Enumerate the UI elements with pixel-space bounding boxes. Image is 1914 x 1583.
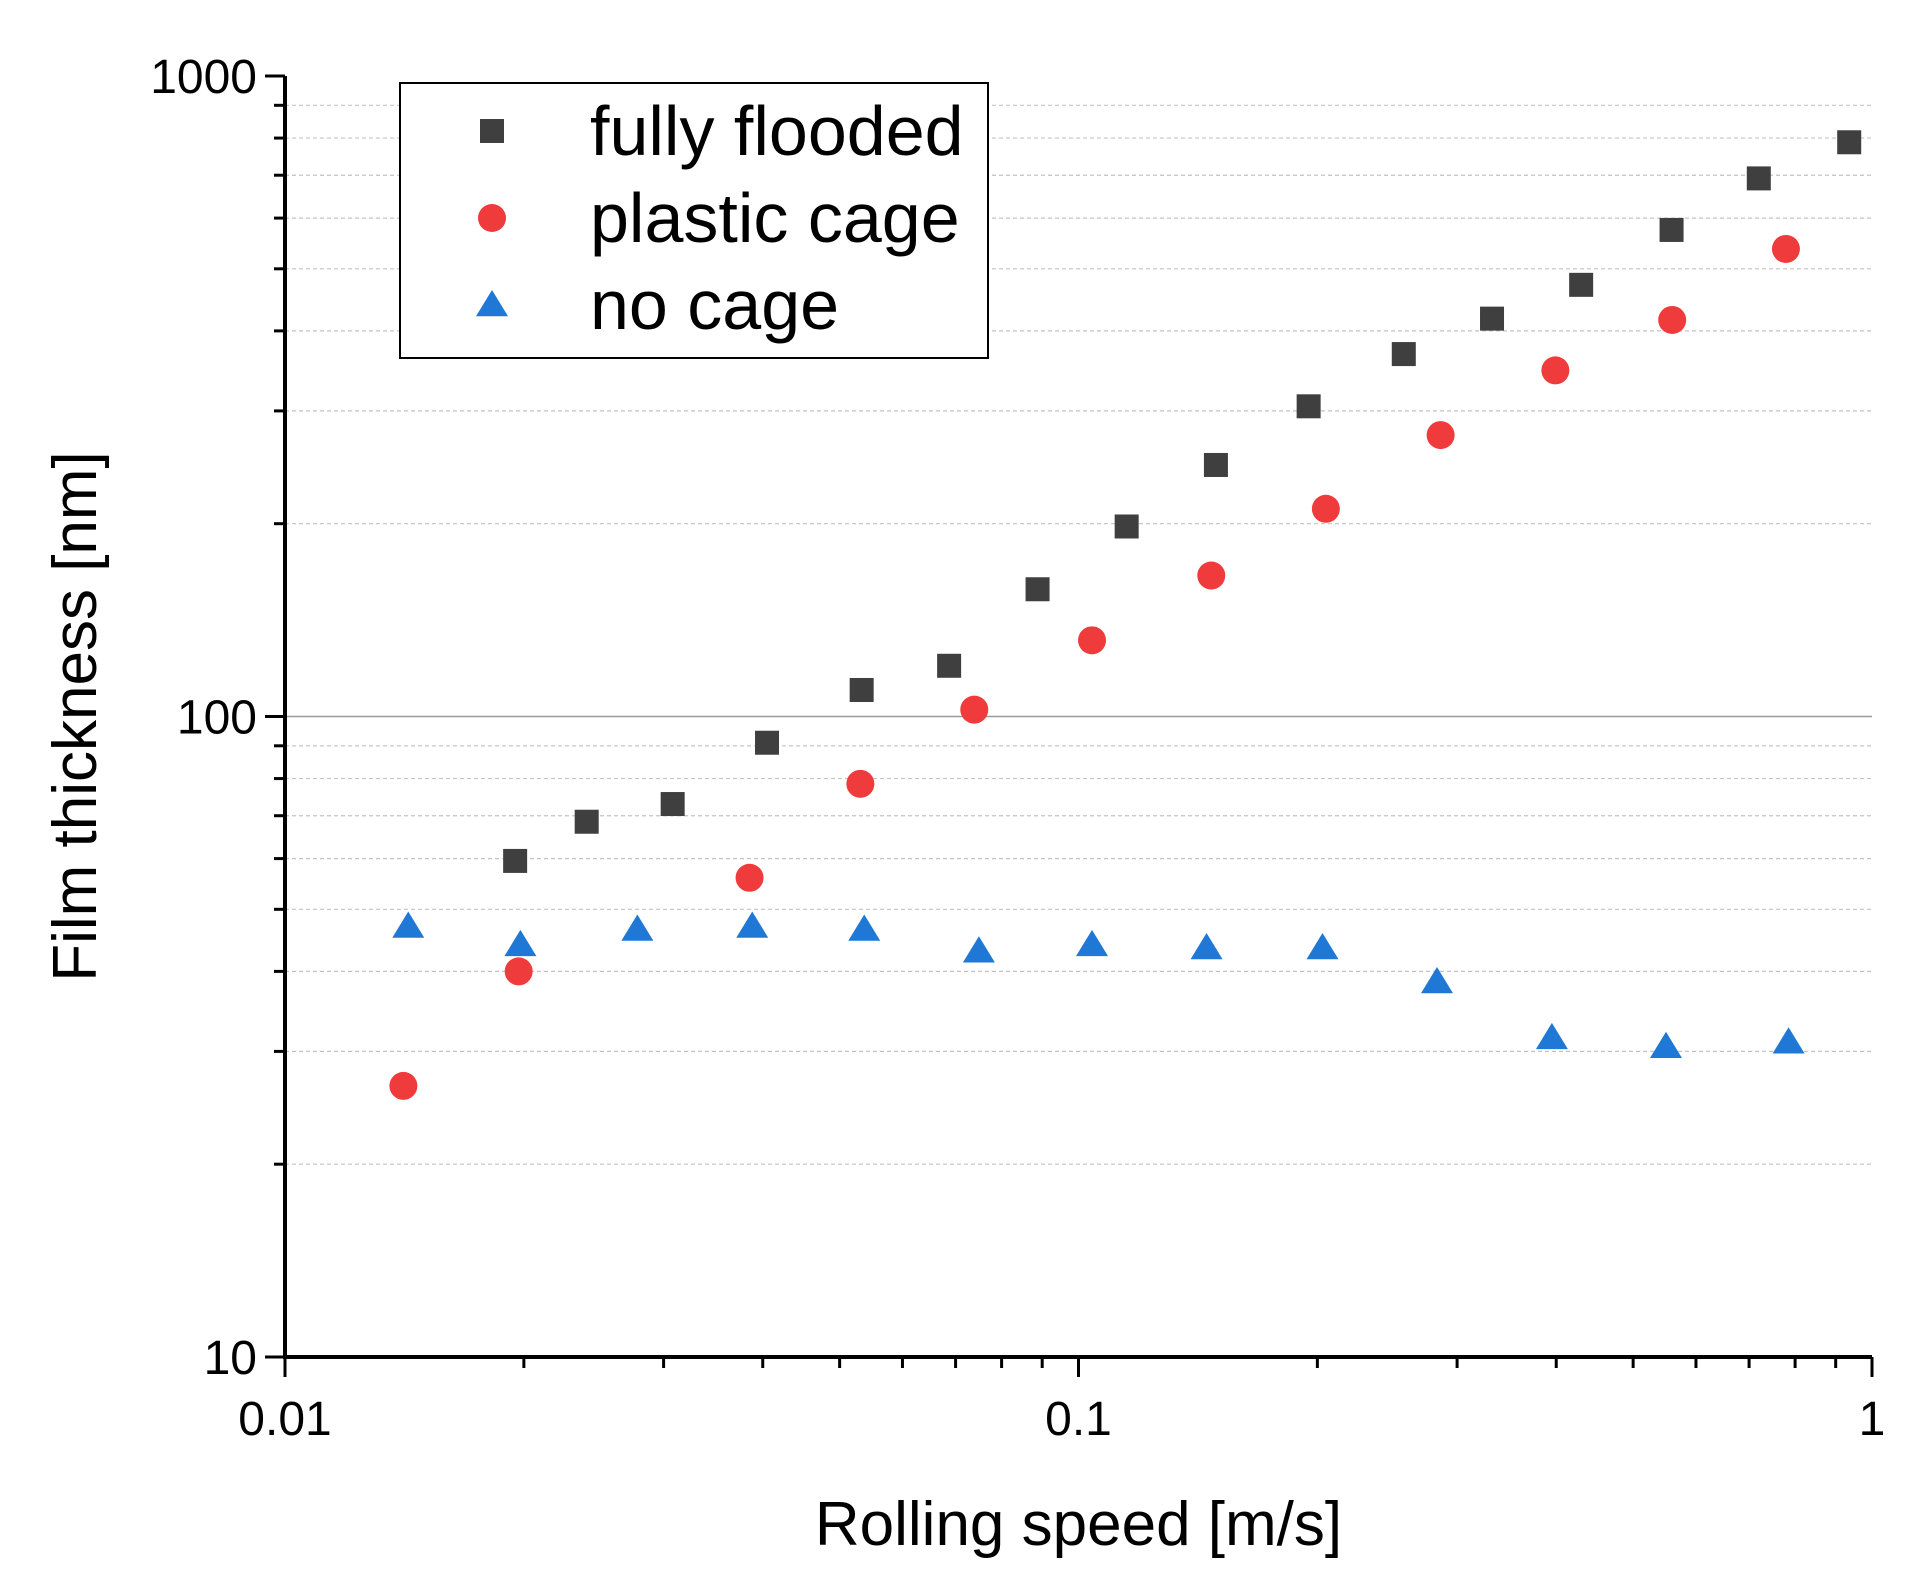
- data-point-fully-flooded: [1296, 394, 1321, 419]
- data-point-plastic-cage: [504, 957, 533, 986]
- legend-marker-plastic-cage: [478, 204, 506, 232]
- data-point-fully-flooded: [1480, 306, 1505, 331]
- data-point-no-cage: [1190, 933, 1223, 960]
- data-point-plastic-cage: [1658, 305, 1687, 334]
- y-tick-label: 10: [204, 1332, 257, 1385]
- data-point-fully-flooded: [1391, 342, 1416, 367]
- data-point-no-cage: [1649, 1031, 1682, 1059]
- data-point-plastic-cage: [1541, 356, 1570, 385]
- data-point-plastic-cage: [960, 695, 989, 724]
- data-point-no-cage: [1306, 933, 1339, 960]
- y-axis-title: Film thickness [nm]: [41, 451, 110, 982]
- data-point-no-cage: [962, 936, 995, 963]
- legend-marker-fully-flooded: [480, 119, 504, 143]
- data-point-fully-flooded: [1025, 577, 1050, 602]
- legend-marker-no-cage: [476, 290, 508, 317]
- x-axis-title: Rolling speed [m/s]: [815, 1490, 1342, 1559]
- data-point-fully-flooded: [1203, 452, 1228, 477]
- data-point-fully-flooded: [1746, 166, 1771, 191]
- legend-item-no-cage: no cage: [476, 266, 839, 344]
- data-point-plastic-cage: [1311, 494, 1340, 523]
- data-point-no-cage: [848, 914, 881, 941]
- data-point-fully-flooded: [849, 677, 874, 702]
- data-point-no-cage: [504, 929, 537, 957]
- y-tick-label: 100: [177, 692, 257, 745]
- data-point-plastic-cage: [1426, 421, 1455, 450]
- data-point-no-cage: [392, 911, 425, 938]
- data-point-fully-flooded: [1569, 272, 1594, 297]
- series-fully-flooded: [503, 130, 1862, 873]
- data-point-fully-flooded: [574, 809, 599, 834]
- data-point-plastic-cage: [1771, 234, 1800, 263]
- legend-label: fully flooded: [590, 92, 964, 170]
- data-point-plastic-cage: [735, 863, 764, 892]
- x-tick-label: 1: [1859, 1393, 1886, 1446]
- legend-label: plastic cage: [590, 179, 960, 257]
- legend-item-plastic-cage: plastic cage: [478, 179, 960, 257]
- legend: fully flooded plastic cage no cage: [399, 82, 989, 359]
- series-plastic-cage: [389, 234, 1800, 1100]
- x-tick-label: 0.01: [238, 1393, 331, 1446]
- axis-layer: 0.01 0.1 1 10 100 1000: [150, 51, 1885, 1446]
- data-point-fully-flooded: [660, 792, 685, 817]
- data-point-fully-flooded: [755, 730, 780, 755]
- data-point-fully-flooded: [503, 848, 528, 873]
- grid-layer: [285, 104, 1872, 1165]
- data-point-plastic-cage: [389, 1071, 418, 1100]
- y-tick-label: 1000: [150, 51, 257, 104]
- legend-label: no cage: [590, 266, 839, 344]
- data-point-no-cage: [736, 911, 769, 938]
- data-point-fully-flooded: [1837, 130, 1862, 155]
- data-point-plastic-cage: [846, 769, 875, 798]
- data-point-plastic-cage: [1078, 626, 1107, 655]
- x-tick-label: 0.1: [1045, 1393, 1112, 1446]
- data-point-fully-flooded: [937, 653, 962, 678]
- data-point-no-cage: [1076, 929, 1109, 957]
- legend-item-fully-flooded: fully flooded: [480, 92, 964, 170]
- series-no-cage: [392, 911, 1805, 1059]
- data-point-no-cage: [1420, 967, 1453, 994]
- data-point-no-cage: [1772, 1027, 1805, 1054]
- data-point-no-cage: [1535, 1022, 1568, 1050]
- data-point-no-cage: [621, 914, 654, 941]
- data-point-plastic-cage: [1197, 561, 1226, 590]
- points-layer: [389, 130, 1862, 1100]
- data-point-fully-flooded: [1659, 217, 1684, 242]
- data-point-fully-flooded: [1114, 514, 1139, 539]
